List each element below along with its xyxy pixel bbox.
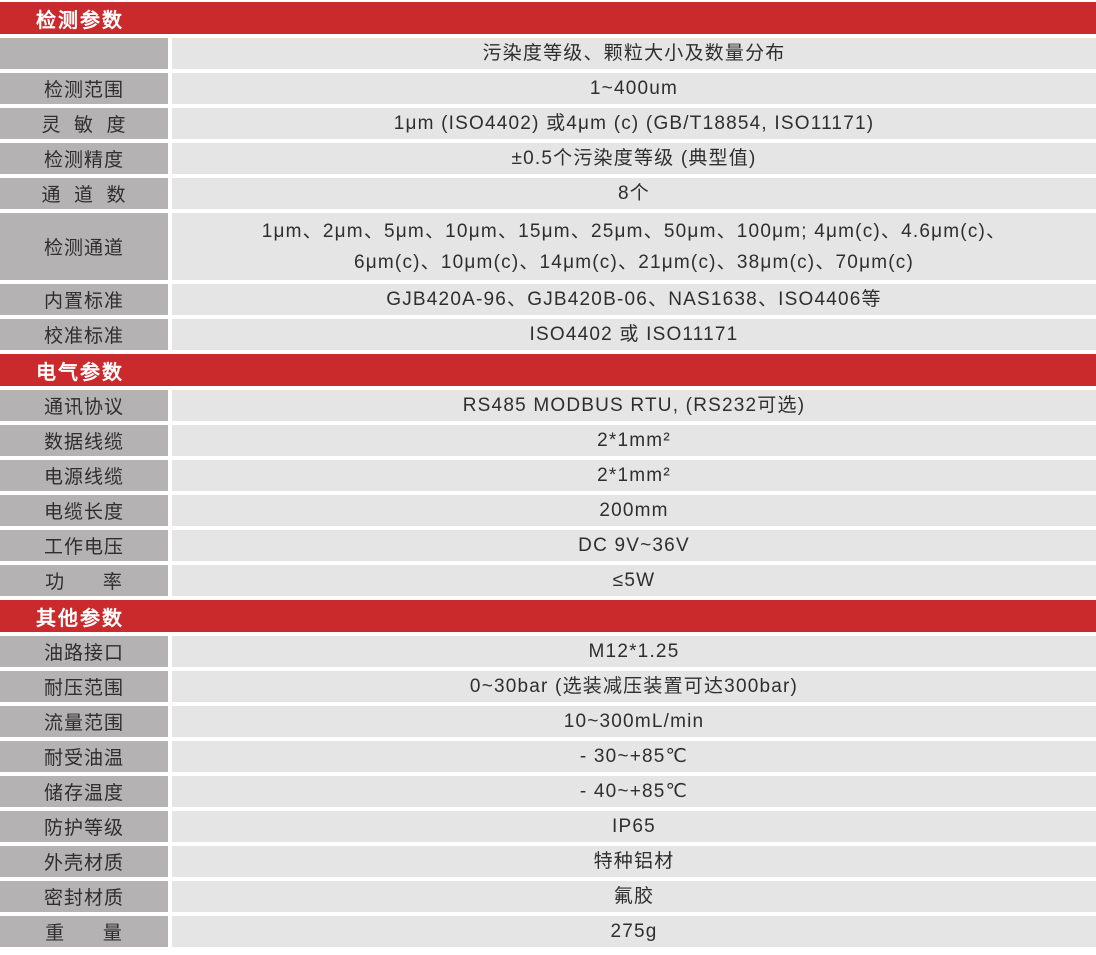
row-value: - 30~+85℃ <box>172 741 1096 772</box>
row-value: 1μm、2μm、5μm、10μm、15μm、25μm、50μm、100μm; 4… <box>172 213 1096 280</box>
section-header-other: 其他参数 <box>0 600 1096 632</box>
section-title: 电气参数 <box>36 361 124 384</box>
row-label: 通讯协议 <box>0 390 168 421</box>
row-value: ≤5W <box>172 565 1096 596</box>
row-weight: 重 量 275g <box>0 916 1096 947</box>
row-value: 特种铝材 <box>172 846 1096 877</box>
row-value: 275g <box>172 916 1096 947</box>
row-label: 电源线缆 <box>0 460 168 491</box>
row-label: 电缆长度 <box>0 495 168 526</box>
row-label: 耐压范围 <box>0 671 168 702</box>
row-housing-material: 外壳材质 特种铝材 <box>0 846 1096 877</box>
row-label: 密封材质 <box>0 881 168 912</box>
row-label: 流量范围 <box>0 706 168 737</box>
row-sensitivity: 灵 敏 度 1μm (ISO4402) 或4μm (c) (GB/T18854,… <box>0 108 1096 139</box>
row-label: 数据线缆 <box>0 425 168 456</box>
row-value: 氟胶 <box>172 881 1096 912</box>
row-power: 功 率 ≤5W <box>0 565 1096 596</box>
row-label: 重 量 <box>0 916 168 947</box>
row-value: 1μm (ISO4402) 或4μm (c) (GB/T18854, ISO11… <box>172 108 1096 139</box>
row-accuracy: 检测精度 ±0.5个污染度等级 (典型值) <box>0 143 1096 174</box>
row-value: RS485 MODBUS RTU, (RS232可选) <box>172 390 1096 421</box>
row-value: - 40~+85℃ <box>172 776 1096 807</box>
row-value: 10~300mL/min <box>172 706 1096 737</box>
row-label: 内置标准 <box>0 284 168 315</box>
row-value: 2*1mm² <box>172 460 1096 491</box>
row-value: 0~30bar (选装减压装置可达300bar) <box>172 671 1096 702</box>
row-detection-range: 检测范围 1~400um <box>0 73 1096 104</box>
row-label: 外壳材质 <box>0 846 168 877</box>
row-oil-temp: 耐受油温 - 30~+85℃ <box>0 741 1096 772</box>
row-label: 校准标准 <box>0 319 168 350</box>
row-channel-count: 通 道 数 8个 <box>0 178 1096 209</box>
row-value: 2*1mm² <box>172 425 1096 456</box>
row-value: DC 9V~36V <box>172 530 1096 561</box>
row-label: 油路接口 <box>0 636 168 667</box>
row-data-cable: 数据线缆 2*1mm² <box>0 425 1096 456</box>
row-value: 污染度等级、颗粒大小及数量分布 <box>172 38 1096 69</box>
row-value: ±0.5个污染度等级 (典型值) <box>172 143 1096 174</box>
row-storage-temp: 储存温度 - 40~+85℃ <box>0 776 1096 807</box>
row-protocol: 通讯协议 RS485 MODBUS RTU, (RS232可选) <box>0 390 1096 421</box>
row-label: 储存温度 <box>0 776 168 807</box>
row-label: 检测精度 <box>0 143 168 174</box>
section-title: 其他参数 <box>36 607 124 630</box>
row-seal-material: 密封材质 氟胶 <box>0 881 1096 912</box>
row-cable-length: 电缆长度 200mm <box>0 495 1096 526</box>
row-label <box>0 38 168 69</box>
row-pressure-range: 耐压范围 0~30bar (选装减压装置可达300bar) <box>0 671 1096 702</box>
row-label: 检测范围 <box>0 73 168 104</box>
row-value: M12*1.25 <box>172 636 1096 667</box>
row-measure-output: 污染度等级、颗粒大小及数量分布 <box>0 38 1096 69</box>
row-voltage: 工作电压 DC 9V~36V <box>0 530 1096 561</box>
section-header-electrical: 电气参数 <box>0 354 1096 386</box>
row-value: ISO4402 或 ISO11171 <box>172 319 1096 350</box>
row-label: 功 率 <box>0 565 168 596</box>
section-header-detection: 检测参数 <box>0 2 1096 34</box>
row-label: 耐受油温 <box>0 741 168 772</box>
section-title: 检测参数 <box>36 9 124 32</box>
row-value: 200mm <box>172 495 1096 526</box>
row-label: 检测通道 <box>0 213 168 280</box>
row-value: IP65 <box>172 811 1096 842</box>
row-power-cable: 电源线缆 2*1mm² <box>0 460 1096 491</box>
row-label: 通 道 数 <box>0 178 168 209</box>
row-value: GJB420A-96、GJB420B-06、NAS1638、ISO4406等 <box>172 284 1096 315</box>
row-calibration-standard: 校准标准 ISO4402 或 ISO11171 <box>0 319 1096 350</box>
row-label: 防护等级 <box>0 811 168 842</box>
row-flow-range: 流量范围 10~300mL/min <box>0 706 1096 737</box>
row-detection-channels: 检测通道 1μm、2μm、5μm、10μm、15μm、25μm、50μm、100… <box>0 213 1096 280</box>
row-label: 灵 敏 度 <box>0 108 168 139</box>
row-value: 1~400um <box>172 73 1096 104</box>
row-label: 工作电压 <box>0 530 168 561</box>
row-builtin-standards: 内置标准 GJB420A-96、GJB420B-06、NAS1638、ISO44… <box>0 284 1096 315</box>
row-oil-port: 油路接口 M12*1.25 <box>0 636 1096 667</box>
row-value: 8个 <box>172 178 1096 209</box>
row-ip-rating: 防护等级 IP65 <box>0 811 1096 842</box>
